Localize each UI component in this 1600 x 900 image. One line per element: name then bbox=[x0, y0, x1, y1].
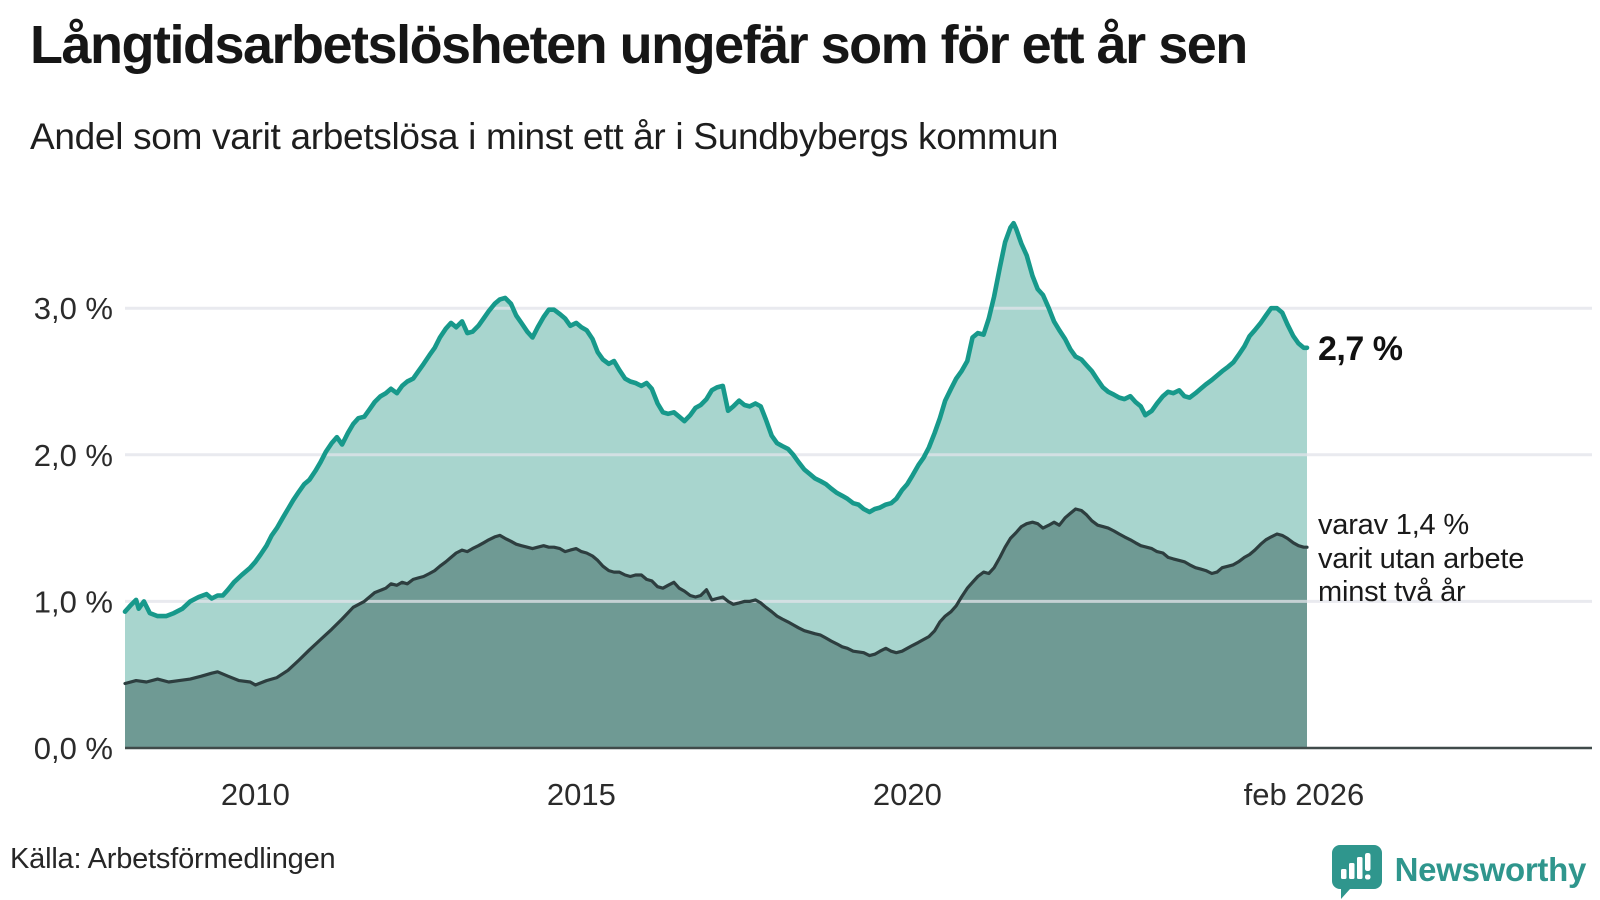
chart-subtitle: Andel som varit arbetslösa i minst ett å… bbox=[30, 116, 1059, 157]
line-two-years bbox=[123, 507, 1309, 687]
svg-text:feb 2026: feb 2026 bbox=[1244, 777, 1365, 812]
annotation-two-years-line3: minst två år bbox=[1318, 576, 1466, 608]
annotation-latest-total: 2,7 % bbox=[1318, 330, 1403, 368]
page-title: Långtidsarbetslösheten ungefär som för e… bbox=[30, 15, 1248, 75]
annotation-two-years: varav 1,4 % varit utan arbete minst två … bbox=[1318, 509, 1524, 610]
y-axis-labels: 0,0 % 1,0 % 2,0 % 3,0 % bbox=[34, 291, 113, 766]
series-fills bbox=[125, 223, 1307, 748]
annotation-two-years-line1: varav 1,4 % bbox=[1318, 509, 1469, 541]
svg-text:2,0 %: 2,0 % bbox=[34, 438, 113, 473]
line-total bbox=[122, 220, 1310, 619]
x-axis-labels: 2010 2015 2020 feb 2026 bbox=[221, 777, 1364, 812]
svg-text:0,0 %: 0,0 % bbox=[34, 731, 113, 766]
svg-text:2020: 2020 bbox=[873, 777, 942, 812]
area-two-years bbox=[125, 509, 1307, 748]
svg-text:3,0 %: 3,0 % bbox=[34, 291, 113, 326]
newsworthy-logo[interactable]: Newsworthy bbox=[1331, 840, 1586, 900]
svg-text:1,0 %: 1,0 % bbox=[34, 584, 113, 619]
source-note: Källa: Arbetsförmedlingen bbox=[10, 843, 336, 875]
annotation-two-years-line2: varit utan arbete bbox=[1318, 542, 1525, 575]
svg-text:2015: 2015 bbox=[547, 777, 616, 812]
svg-text:2010: 2010 bbox=[221, 777, 290, 812]
newsworthy-icon bbox=[1331, 845, 1382, 899]
newsworthy-wordmark: Newsworthy bbox=[1394, 851, 1587, 888]
gridlines bbox=[125, 306, 1592, 603]
